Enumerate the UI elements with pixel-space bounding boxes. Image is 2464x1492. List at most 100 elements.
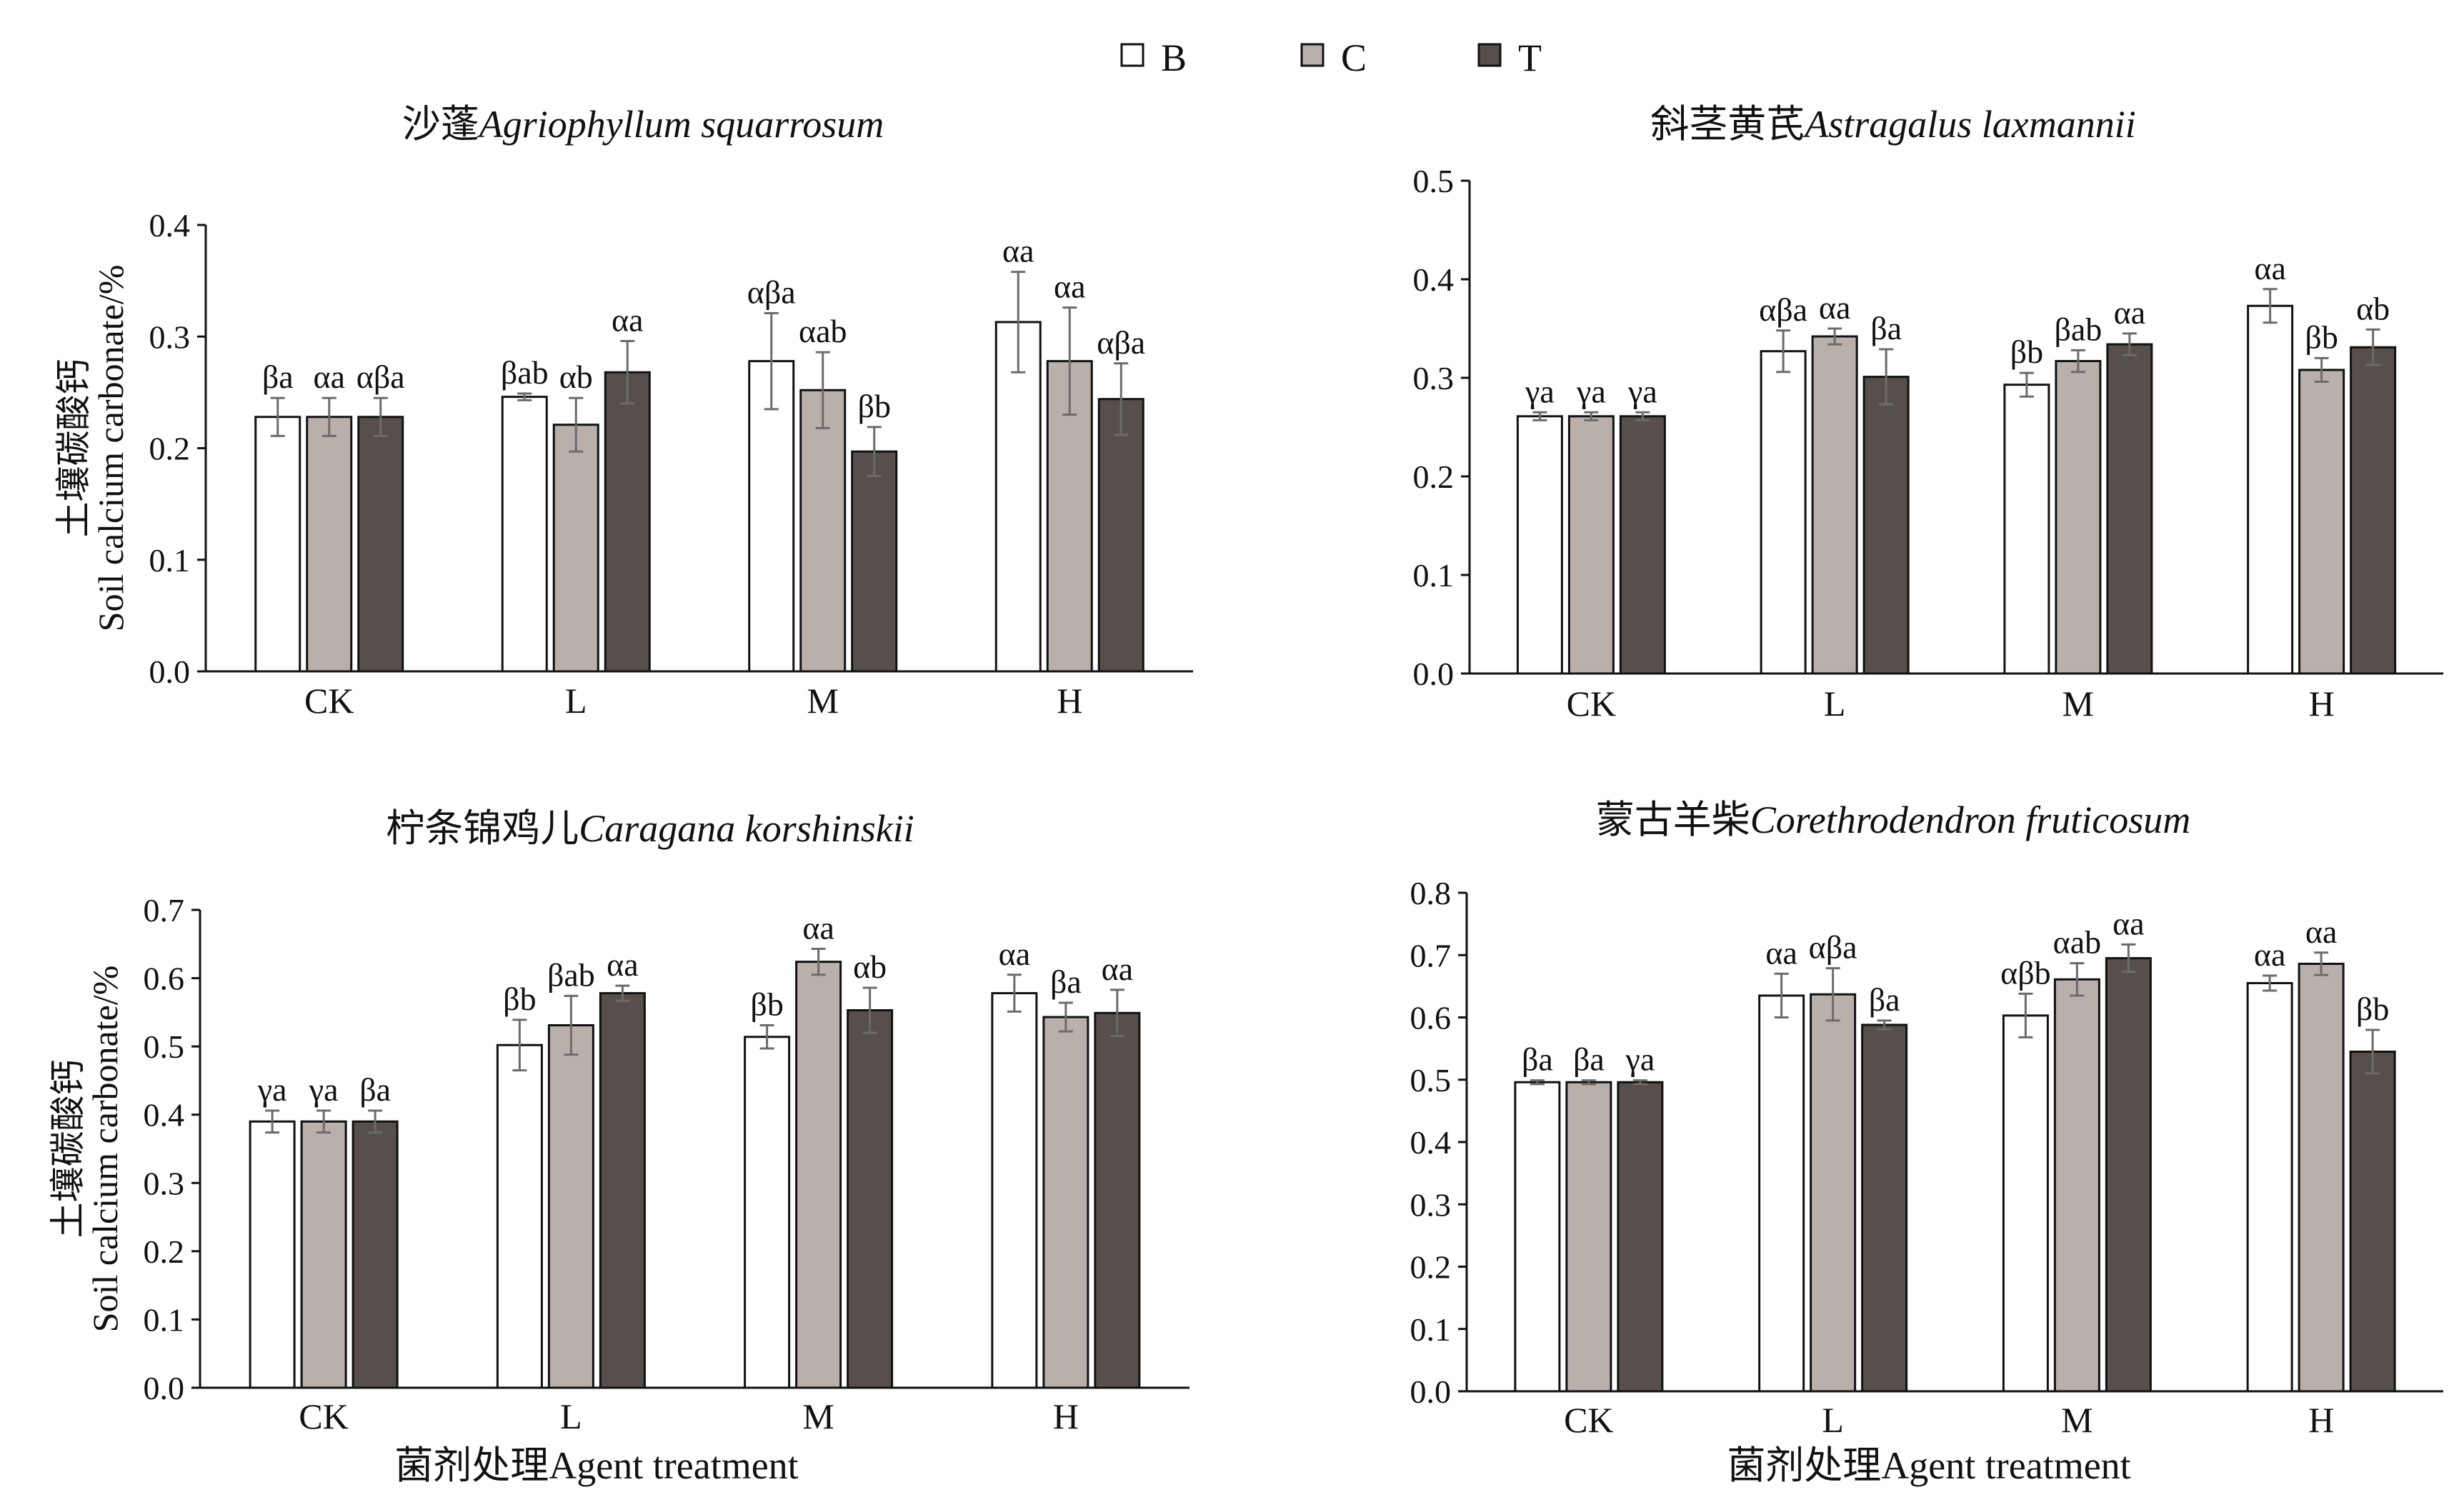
y-tick-label: 0.2 [149, 431, 191, 467]
bar-c-h [2298, 962, 2345, 1393]
significance-label: βa [1573, 1041, 1605, 1078]
panel-astragalus: 斜茎黄芪Astragalus laxmannii 0.0 0.1 0.2 0.3 0.4 0… [1413, 103, 2443, 724]
bar-b-m [2003, 384, 2050, 675]
bar-t-m [847, 1008, 894, 1389]
significance-label: βa [1869, 981, 1900, 1018]
panel-title-latin: Astragalus laxmannii [1802, 103, 2136, 146]
significance-label: βa [1050, 963, 1082, 1000]
y-tick-label: 0.7 [1410, 937, 1452, 973]
category-label-h: H [2308, 1400, 2334, 1440]
legend: B C T [1120, 36, 1542, 79]
y-axis-title-cn: 土壤碳酸钙 [54, 359, 94, 538]
bar-c-ck [300, 1120, 347, 1389]
legend-label-t: T [1518, 36, 1542, 79]
y-tick-label: 0.4 [149, 207, 191, 244]
significance-label: αab [799, 313, 847, 349]
bar-c-h [1042, 1016, 1089, 1389]
category-label-h: H [1057, 681, 1082, 721]
y-tick-label: 0.4 [144, 1097, 185, 1133]
significance-label: βb [858, 388, 891, 424]
significance-label: αb [2356, 290, 2390, 326]
legend-swatch-t [1477, 43, 1502, 67]
significance-label: αa [2114, 294, 2146, 331]
bar-c-m [2053, 978, 2100, 1393]
panel-title-cn: 蒙古羊柴 [1596, 798, 1750, 841]
bar-t-l [1861, 1023, 1908, 1393]
bar-b-h [2246, 982, 2293, 1393]
significance-label: γa [1576, 373, 1606, 409]
category-label-l: L [560, 1396, 582, 1436]
category-label-l: L [565, 681, 587, 721]
y-axis-title-en: Soil calcium carbonate/% [91, 265, 131, 632]
significance-label: γa [1625, 1041, 1655, 1078]
significance-label: βb [503, 981, 536, 1017]
significance-label: γa [257, 1071, 287, 1108]
category-label-h: H [1053, 1396, 1079, 1436]
bar-b-l [1758, 994, 1805, 1393]
panel-title-latin: Agriophyllum squarrosum [477, 103, 884, 146]
y-tick-label: 0.3 [144, 1165, 185, 1201]
significance-label: αa [1002, 233, 1034, 269]
y-tick-label: 0.2 [1410, 1249, 1452, 1286]
legend-swatch-c [1300, 43, 1325, 67]
bar-c-l [547, 1024, 594, 1389]
category-label-ck: CK [1564, 1400, 1613, 1440]
category-label-m: M [807, 681, 839, 721]
bar-c-l [552, 424, 599, 673]
legend-item-c: C [1300, 36, 1367, 79]
significance-label: αa [2254, 936, 2286, 973]
significance-label: βb [750, 986, 783, 1023]
bar-t-l [1862, 376, 1910, 675]
significance-label: αa [999, 936, 1031, 972]
significance-label: βab [547, 956, 595, 993]
panel-title-latin: Corethrodendron fruticosum [1750, 798, 2191, 841]
significance-label: αb [853, 948, 887, 985]
panel-title: 柠条锦鸡儿Caragana korshinskii [386, 807, 914, 850]
significance-label: βa [262, 359, 294, 395]
bar-t-l [604, 371, 651, 673]
bar-c-ck [306, 416, 353, 673]
bar-b-l [1760, 350, 1807, 675]
bar-c-m [799, 389, 847, 673]
x-axis-title-right: 菌剂处理Agent treatment [1727, 1444, 2130, 1487]
bar-b-l [501, 396, 548, 673]
y-tick-label: 0.0 [1410, 1373, 1452, 1410]
significance-label: αβa [747, 274, 796, 310]
significance-label: βa [1522, 1041, 1553, 1078]
bar-c-ck [1567, 415, 1615, 675]
legend-swatch-b [1120, 43, 1144, 67]
y-tick-label: 0.2 [1413, 459, 1455, 495]
panel-agriophyllum: 沙蓬Agriophyllum squarrosum 土壤碳酸钙Soil calci… [54, 103, 1193, 721]
significance-label: αβa [1759, 291, 1807, 328]
bar-c-l [1811, 335, 1858, 675]
significance-label: αβa [1097, 324, 1145, 361]
y-axis-title: 土壤碳酸钙Soil calcium carbonate/% [54, 265, 131, 632]
bar-b-ck [249, 1120, 296, 1389]
y-tick-label: 0.5 [1410, 1062, 1452, 1098]
y-tick-label: 0.7 [144, 892, 185, 928]
significance-label: βab [2054, 311, 2102, 347]
y-tick-label: 0.1 [1410, 1311, 1452, 1348]
y-axis-title: 土壤碳酸钙Soil calcium carbonate/% [48, 966, 125, 1333]
bar-t-l [599, 992, 646, 1389]
bar-t-ck [357, 416, 404, 673]
significance-label: αβa [1809, 929, 1857, 966]
significance-label: αa [2254, 250, 2286, 286]
category-label-m: M [2061, 1400, 2093, 1440]
y-tick-label: 0.0 [1413, 656, 1455, 692]
panel-title: 蒙古羊柴Corethrodendron fruticosum [1596, 798, 2191, 841]
y-tick-label: 0.3 [1413, 360, 1455, 396]
y-tick-label: 0.4 [1410, 1124, 1452, 1161]
bar-t-m [2105, 957, 2152, 1393]
y-axis-title-cn: 土壤碳酸钙 [48, 1060, 88, 1238]
bar-c-h [2298, 369, 2345, 675]
category-label-m: M [802, 1396, 834, 1436]
y-tick-label: 0.1 [149, 542, 191, 579]
bar-b-h [994, 321, 1042, 673]
bar-b-ck [254, 416, 301, 673]
y-tick-label: 0.0 [144, 1370, 185, 1406]
significance-label: βb [2010, 334, 2043, 370]
legend-label-b: B [1161, 36, 1187, 79]
y-tick-label: 0.5 [1413, 163, 1455, 199]
y-tick-label: 0.1 [144, 1301, 185, 1338]
